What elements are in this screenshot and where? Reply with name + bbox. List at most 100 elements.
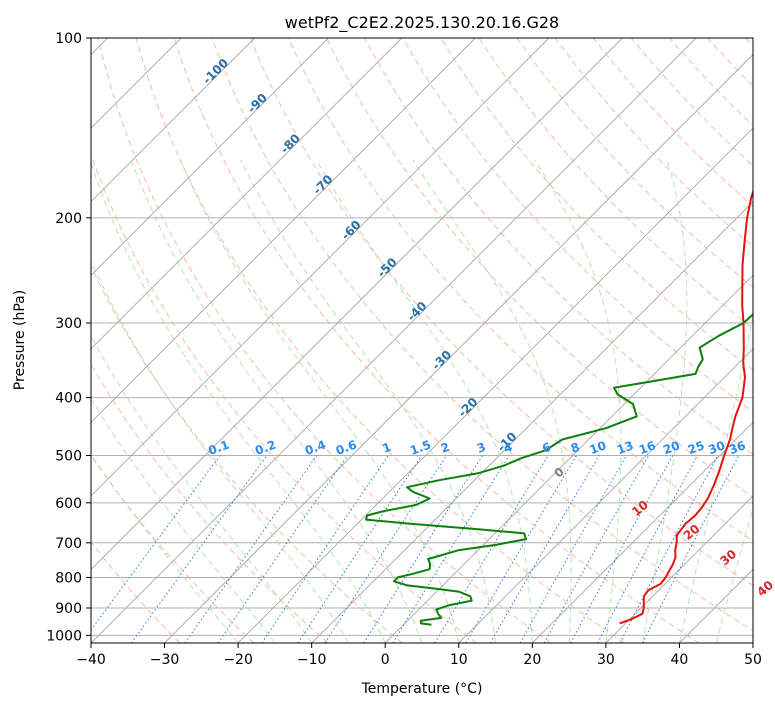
x-tick-label: 20: [523, 652, 541, 668]
y-tick-label: 500: [55, 449, 82, 465]
mixing-ratio-label: 25: [686, 438, 706, 457]
mixing-ratio-label: 0.6: [334, 438, 359, 458]
mixing-ratio-label: 13: [615, 438, 635, 457]
x-tick-label: −40: [76, 652, 106, 668]
dry-adiabat-label: 40: [754, 578, 775, 599]
mixing-ratio-label: 36: [727, 438, 747, 457]
isotherm-line: [91, 38, 623, 571]
dry-adiabat-line: [440, 38, 753, 371]
isotherm-line: [91, 38, 403, 350]
x-tick-label: −10: [297, 652, 327, 668]
isotherm-line: [605, 495, 753, 643]
y-tick-label: 200: [55, 211, 82, 227]
isotherm-label: -20: [455, 395, 480, 420]
isotherm-label: -40: [404, 299, 429, 324]
mixing-ratio-line: [261, 455, 389, 643]
mixing-ratio-line: [184, 455, 318, 643]
isotherm-label: -80: [278, 131, 303, 156]
moist-adiabat-line: [180, 159, 460, 643]
mixing-ratio-label: 0.1: [206, 438, 231, 458]
moist-adiabat-line: [130, 159, 423, 643]
mixing-ratio-line: [490, 455, 600, 643]
isotherm-label: -60: [339, 218, 364, 243]
x-tick-label: 10: [450, 652, 468, 668]
temperature-profile-line: [619, 188, 753, 625]
moist-adiabat-line: [412, 159, 572, 643]
mixing-ratio-label: 3: [475, 440, 488, 456]
mixing-ratio-label: 6: [540, 440, 553, 456]
y-tick-label: 400: [55, 391, 82, 407]
plot-frame: [90, 37, 754, 644]
dry-adiabat-line: [326, 38, 753, 498]
background-lines: [91, 38, 753, 643]
y-tick-label: 1000: [46, 628, 82, 644]
mixing-ratio-line: [324, 455, 448, 643]
dry-adiabat-line: [516, 38, 753, 288]
y-tick-label: 100: [55, 31, 82, 47]
mixing-ratio-line: [217, 455, 349, 643]
dry-adiabat-line: [97, 38, 551, 643]
mixing-ratio-label: 0.2: [253, 438, 278, 458]
y-tick-label: 900: [55, 601, 82, 617]
isotherm-line: [752, 642, 753, 643]
moist-adiabat-line: [91, 397, 276, 643]
dry-adiabat-line: [91, 152, 477, 643]
moist-adiabat-line: [642, 159, 688, 643]
isotherm-line: [237, 127, 753, 643]
mixing-ratio-label: 1: [380, 440, 393, 456]
mixing-ratio-label: 20: [661, 438, 681, 457]
isotherm-line: [91, 38, 329, 276]
axis-ticks: −40 −30 −20 −10 0 10 20 30 40 5010020030040050060…: [46, 31, 762, 668]
mixing-ratio-line: [570, 455, 674, 643]
moist-adiabat-line: [678, 313, 753, 643]
isotherm-line: [91, 38, 550, 497]
moist-adiabat-line: [91, 334, 313, 643]
isotherm-label: -30: [429, 348, 454, 373]
dry-adiabat-line: [173, 38, 700, 643]
mixing-ratio-label: 2: [439, 440, 452, 456]
mixing-ratio-line: [465, 455, 578, 643]
mixing-ratio-line: [91, 455, 221, 631]
dry-adiabat-line: [91, 454, 255, 643]
dry-adiabat-line: [91, 265, 403, 643]
mixing-ratio-label: 16: [637, 438, 657, 457]
moist-adiabat-line: [91, 259, 349, 643]
line-labels: -100-90-80-70-60-50-40-30-20-100.1 0.2 0.4…: [200, 56, 775, 599]
x-tick-label: 0: [381, 652, 390, 668]
y-tick-label: 600: [55, 496, 82, 512]
isotherm-line: [164, 53, 753, 643]
mixing-ratio-line: [519, 455, 627, 643]
mixing-ratio-line: [597, 455, 698, 643]
isotherm-line: [91, 38, 255, 203]
isotherm-label: -90: [245, 91, 270, 116]
isotherm-line: [91, 38, 697, 643]
isotherm-label: -50: [375, 255, 400, 280]
dry-adiabat-label: 30: [717, 547, 739, 568]
dry-adiabat-label: 10: [629, 498, 651, 519]
mixing-ratio-label: 1.5: [408, 438, 433, 458]
chart-title: wetPf2_C2E2.2025.130.20.16.G28: [285, 13, 559, 33]
y-axis-label: Pressure (hPa): [12, 290, 28, 390]
moist-adiabat-line: [91, 161, 386, 643]
dewpoint-profile-line: [365, 313, 753, 626]
mixing-ratio-line: [297, 455, 423, 643]
mixing-ratio-label: 0.4: [303, 438, 328, 458]
data-series: [365, 188, 753, 626]
dry-adiabat-line: [135, 38, 626, 643]
dry-adiabat-line: [478, 38, 753, 329]
isotherm-line: [91, 38, 476, 423]
y-tick-label: 800: [55, 570, 82, 586]
mixing-ratio-label: 10: [588, 438, 608, 457]
mixing-ratio-line: [619, 455, 719, 643]
moist-adiabat-line: [715, 506, 753, 643]
x-tick-label: 30: [597, 652, 615, 668]
moist-adiabat-line: [91, 453, 239, 643]
x-tick-label: 50: [744, 652, 762, 668]
y-tick-label: 700: [55, 536, 82, 552]
moist-adiabat-line: [534, 159, 622, 643]
mixing-ratio-line: [131, 455, 268, 643]
moist-adiabat-line: [240, 159, 497, 643]
y-tick-label: 300: [55, 316, 82, 332]
dry-adiabat-line: [745, 38, 753, 47]
